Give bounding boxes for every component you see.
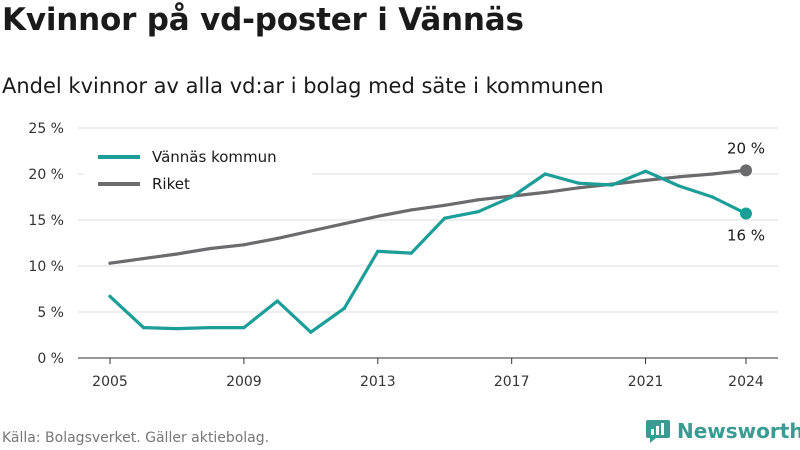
data-point-vannas [543, 172, 547, 176]
end-label-vannas: 16 % [727, 227, 765, 245]
data-point-vannas [409, 251, 413, 255]
data-point-vannas [443, 216, 447, 220]
data-point-vannas [476, 210, 480, 214]
x-tick-label: 2024 [728, 374, 764, 390]
data-point-vannas [309, 330, 313, 334]
data-point-riket [108, 261, 112, 265]
y-tick-label: 0 % [37, 351, 64, 367]
x-tick-label: 2021 [628, 374, 664, 390]
end-labels: 16 % 20 % [727, 139, 765, 244]
y-axis-ticks: 0 % 5 % 10 % 15 % 20 % 25 % [28, 121, 64, 367]
data-point-riket [577, 186, 581, 190]
data-point-vannas [108, 294, 112, 298]
data-point-vannas [141, 326, 146, 330]
series-line-vannas [108, 169, 748, 334]
brand-name: Newsworthy [677, 419, 800, 443]
data-point-riket [409, 208, 413, 212]
data-point-riket [376, 214, 380, 218]
x-axis-ticks: 2005 2009 2013 2017 2021 2024 [92, 358, 764, 390]
chart-title: Kvinnor på vd-poster i Vännäs [2, 2, 524, 38]
data-point-riket [710, 172, 715, 176]
legend-label-vannas: Vännäs kommun [152, 148, 277, 166]
y-tick-label: 5 % [37, 305, 64, 321]
data-point-vannas [677, 184, 681, 188]
newsworthy-logo-icon [646, 420, 670, 443]
legend-label-riket: Riket [152, 175, 190, 193]
data-point-riket [543, 190, 547, 194]
data-point-vannas [175, 326, 179, 331]
y-tick-label: 20 % [28, 167, 64, 183]
x-tick-label: 2017 [494, 374, 530, 390]
data-point-vannas [710, 195, 715, 199]
data-point-riket [342, 222, 346, 226]
legend: Vännäs kommun Riket [84, 138, 312, 202]
data-point-riket [476, 198, 480, 202]
y-tick-label: 25 % [28, 121, 64, 137]
data-point-vannas [577, 181, 581, 185]
data-point-vannas [643, 169, 648, 173]
x-tick-label: 2009 [226, 374, 262, 390]
data-point-riket [643, 178, 648, 183]
legend-background [84, 138, 312, 202]
data-point-riket [443, 203, 447, 207]
x-tick-label: 2005 [92, 374, 128, 390]
y-tick-label: 15 % [28, 213, 64, 229]
y-tick-label: 10 % [28, 259, 64, 275]
end-label-riket: 20 % [727, 139, 765, 157]
data-point-riket [175, 252, 179, 256]
x-tick-label: 2013 [360, 374, 396, 390]
data-point-vannas [208, 326, 213, 330]
end-marker-vannas [740, 207, 752, 220]
data-point-vannas [242, 326, 246, 330]
chart-subtitle: Andel kvinnor av alla vd:ar i bolag med … [2, 74, 604, 98]
series-line-riket [108, 168, 748, 265]
data-point-riket [141, 257, 146, 261]
data-point-vannas [376, 249, 380, 253]
source-note: Källa: Bolagsverket. Gäller aktiebolag. [2, 430, 270, 446]
newsworthy-logo: Newsworthy [645, 418, 800, 444]
data-point-riket [208, 246, 213, 251]
data-point-vannas [610, 183, 614, 187]
data-point-vannas [510, 195, 514, 199]
data-point-vannas [275, 299, 279, 303]
series-lines [108, 164, 752, 334]
data-point-riket [677, 175, 681, 179]
data-point-vannas [342, 306, 346, 310]
data-point-riket [309, 229, 313, 233]
end-marker-riket [740, 164, 752, 177]
data-point-riket [275, 236, 279, 240]
data-point-riket [242, 243, 246, 247]
